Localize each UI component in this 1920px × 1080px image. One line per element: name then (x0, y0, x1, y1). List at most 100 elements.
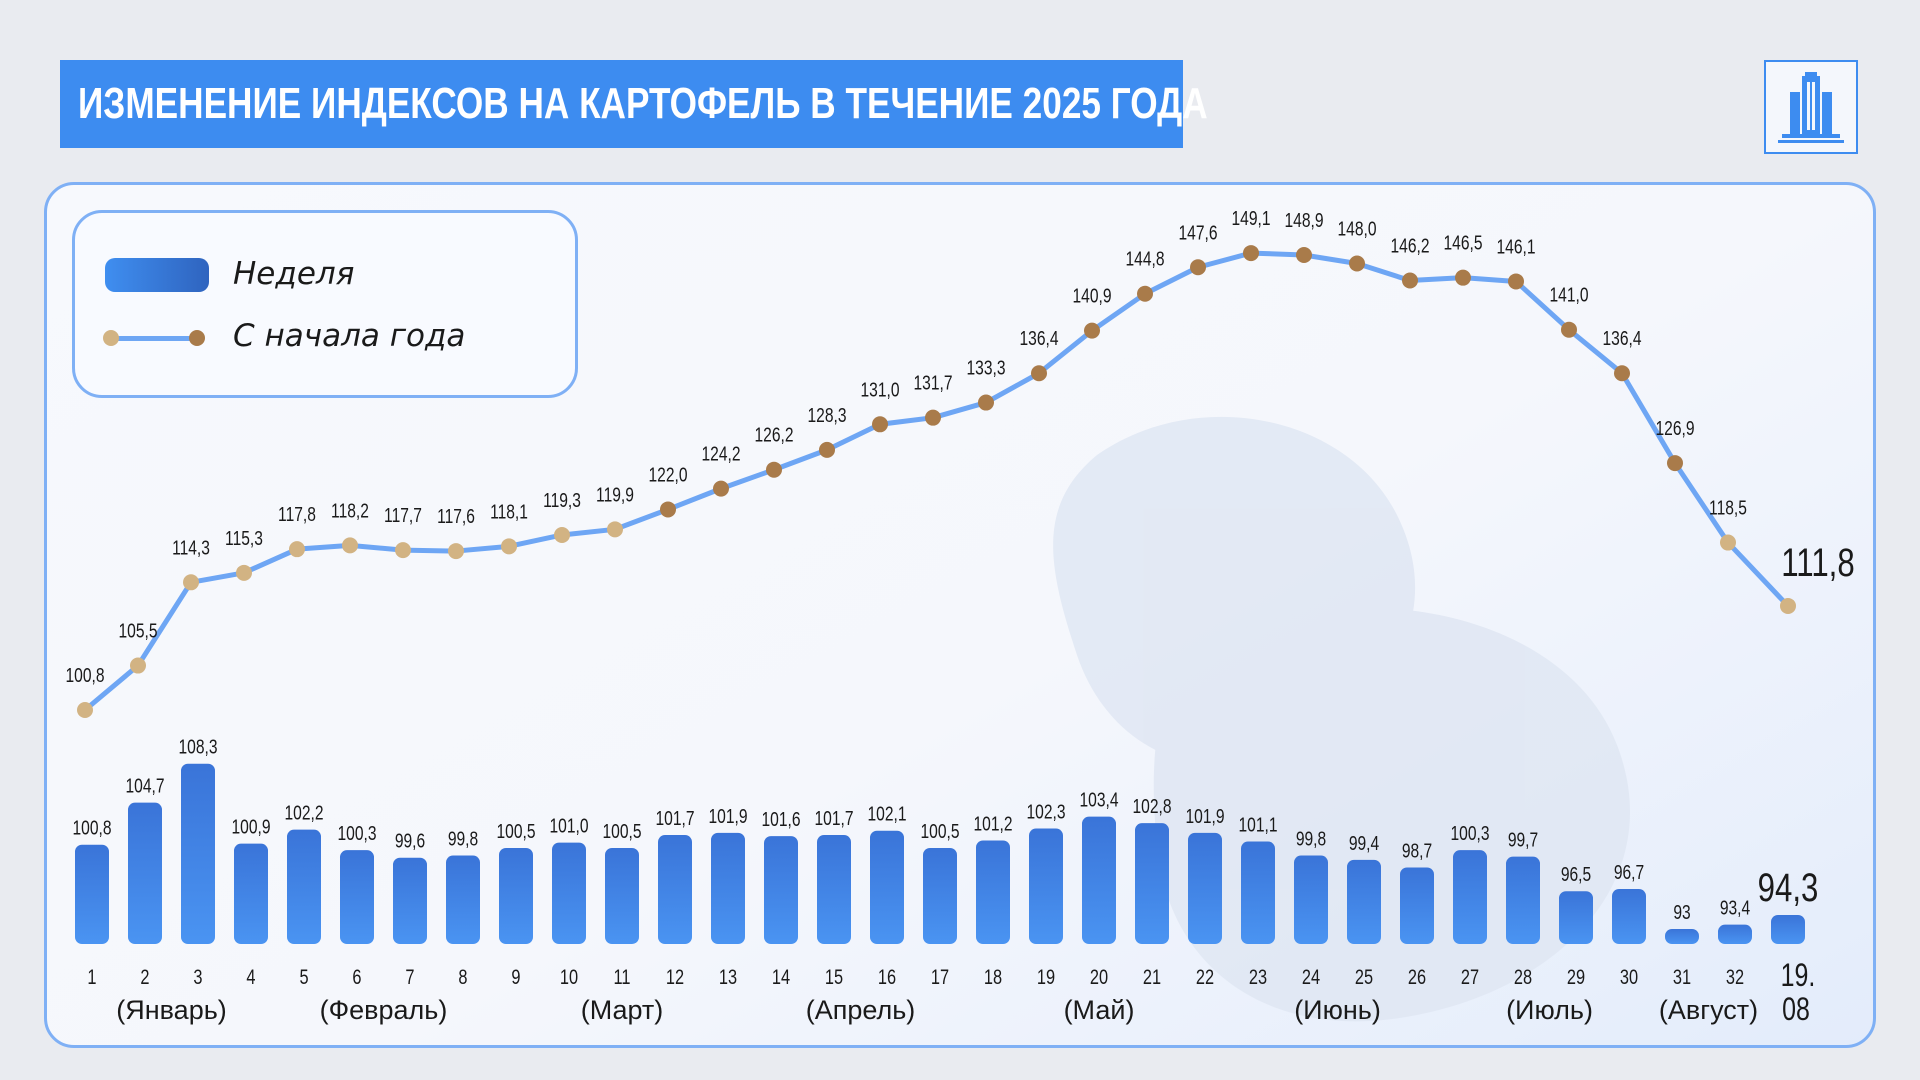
bar-label-1: 100,8 (72, 817, 111, 839)
line-label-13: 124,2 (701, 443, 740, 465)
line-point-10 (554, 526, 570, 543)
bar-label-15: 101,7 (814, 807, 853, 829)
line-series-ytd (83, 250, 1790, 712)
x-tick-label-7: 7 (405, 965, 414, 988)
line-label-12: 122,0 (648, 464, 687, 486)
bar-week-6 (340, 850, 374, 944)
legend-dot-dark (189, 330, 205, 346)
x-tick-label-9: 9 (511, 965, 520, 988)
bar-label-4: 100,9 (231, 816, 270, 838)
x-tick-label-20: 20 (1090, 965, 1108, 988)
line-label-21: 144,8 (1125, 248, 1164, 270)
month-label: (Февраль) (320, 995, 448, 1025)
x-tick-label-14: 14 (772, 965, 790, 988)
bar-week-19 (1029, 828, 1063, 944)
line-point-31 (1667, 455, 1683, 472)
bar-week-12 (658, 835, 692, 944)
line-label-9: 118,1 (490, 501, 528, 523)
line-point-11 (607, 521, 623, 538)
x-tick-label-5: 5 (299, 965, 308, 988)
bar-label-21: 102,8 (1132, 795, 1171, 817)
bar-week-18 (976, 840, 1010, 944)
line-point-24 (1296, 246, 1312, 263)
bar-label-28: 99,7 (1508, 829, 1538, 851)
bar-week-30 (1612, 889, 1646, 944)
bar-week-16 (870, 830, 904, 944)
x-tick-label-25: 25 (1355, 965, 1373, 988)
legend-bar-swatch (105, 258, 209, 292)
bar-week-27 (1453, 850, 1487, 944)
bar-label-27: 100,3 (1450, 822, 1489, 844)
month-label: (Январь) (116, 995, 227, 1025)
x-tick-label-2: 2 (140, 965, 149, 988)
line-label-32: 118,5 (1709, 497, 1747, 519)
line-point-25 (1349, 255, 1365, 272)
line-point-8 (448, 543, 464, 560)
line-label-7: 117,7 (384, 504, 422, 526)
x-tick-label-1: 1 (87, 965, 96, 988)
line-point-12 (660, 501, 676, 518)
bar-label-11: 100,5 (602, 820, 641, 842)
bar-label-19.08: 94,3 (1758, 865, 1819, 910)
x-tick-label-23: 23 (1249, 965, 1267, 988)
line-label-6: 118,2 (331, 500, 369, 522)
bar-label-32: 93,4 (1720, 897, 1750, 919)
line-label-29: 141,0 (1549, 284, 1588, 306)
x-tick-label-11: 11 (613, 965, 630, 988)
bar-label-10: 101,0 (549, 815, 588, 837)
x-tick-label-13: 13 (719, 965, 737, 988)
line-point-4 (236, 564, 252, 581)
x-tick-label-last: 19. (1781, 958, 1816, 994)
x-tick-label-10: 10 (560, 965, 578, 988)
line-label-16: 131,0 (860, 378, 899, 400)
bar-label-25: 99,4 (1349, 832, 1379, 854)
chart-legend: Неделя С начала года (72, 210, 578, 398)
legend-line-swatch (111, 336, 197, 341)
bar-week-3 (181, 763, 215, 944)
bar-week-2 (128, 802, 162, 944)
line-point-19 (1031, 365, 1047, 382)
line-label-19.08: 111,8 (1781, 540, 1854, 585)
line-label-4: 115,3 (225, 527, 263, 549)
line-label-15: 128,3 (807, 404, 846, 426)
bar-week-21 (1135, 823, 1169, 944)
bar-label-17: 100,5 (920, 820, 959, 842)
bar-week-24 (1294, 855, 1328, 944)
bar-week-7 (393, 857, 427, 944)
line-label-31: 126,9 (1655, 417, 1694, 439)
line-label-19: 136,4 (1019, 327, 1058, 349)
x-tick-label-18: 18 (984, 965, 1002, 988)
bar-week-5 (287, 829, 321, 944)
month-label: (Май) (1064, 995, 1135, 1025)
x-tick-label-32: 32 (1726, 965, 1744, 988)
page-title: ИЗМЕНЕНИЕ ИНДЕКСОВ НА КАРТОФЕЛЬ В ТЕЧЕНИ… (78, 79, 1208, 128)
bar-label-12: 101,7 (655, 807, 694, 829)
line-label-26: 146,2 (1390, 235, 1429, 257)
line-point-3 (183, 574, 199, 591)
line-point-1 (77, 702, 93, 718)
line-point-15 (819, 441, 835, 458)
x-tick-label-17: 17 (931, 965, 949, 988)
line-label-8: 117,6 (437, 505, 475, 527)
line-label-22: 147,6 (1178, 221, 1217, 243)
x-tick-label-29: 29 (1567, 965, 1585, 988)
line-label-23: 149,1 (1231, 207, 1270, 229)
line-label-18: 133,3 (966, 357, 1005, 379)
bar-label-3: 108,3 (178, 736, 217, 758)
line-point-21 (1137, 285, 1153, 302)
bar-week-1 (75, 844, 109, 944)
bar-week-29 (1559, 891, 1593, 944)
line-label-5: 117,8 (278, 503, 316, 525)
bar-label-14: 101,6 (761, 808, 800, 830)
line-label-30: 136,4 (1602, 327, 1641, 349)
bar-week-9 (499, 848, 533, 944)
building-logo-icon (1764, 60, 1858, 154)
line-point-2 (130, 657, 146, 674)
line-label-25: 148,0 (1337, 218, 1376, 240)
x-tick-label-27: 27 (1461, 965, 1479, 988)
month-label: (Июль) (1506, 995, 1593, 1025)
bar-week-11 (605, 848, 639, 944)
bar-label-16: 102,1 (867, 803, 906, 825)
line-point-7 (395, 542, 411, 559)
line-point-17 (925, 409, 941, 426)
